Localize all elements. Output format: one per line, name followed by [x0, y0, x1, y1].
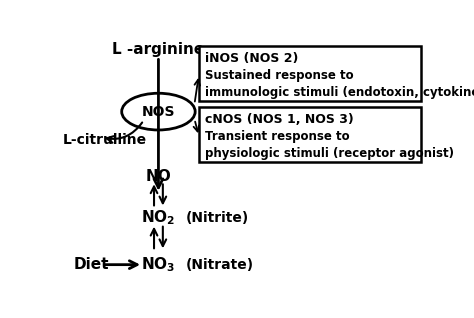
Text: (Nitrite): (Nitrite) [186, 211, 249, 225]
Text: NO: NO [146, 169, 171, 184]
Text: $\mathbf{NO_2}$: $\mathbf{NO_2}$ [141, 209, 176, 227]
Text: Transient response to: Transient response to [205, 130, 350, 143]
Text: iNOS (NOS 2): iNOS (NOS 2) [205, 52, 299, 65]
FancyBboxPatch shape [199, 45, 421, 100]
Text: $\mathbf{NO_3}$: $\mathbf{NO_3}$ [141, 255, 176, 274]
Text: NOS: NOS [142, 105, 175, 119]
Text: Sustained response to: Sustained response to [205, 69, 354, 82]
FancyBboxPatch shape [199, 107, 421, 162]
Text: Diet: Diet [74, 257, 109, 272]
Text: (Nitrate): (Nitrate) [186, 258, 254, 272]
Text: L -arginine: L -arginine [112, 42, 205, 57]
Text: immunologic stimuli (endotoxin, cytokines): immunologic stimuli (endotoxin, cytokine… [205, 86, 474, 99]
Text: physiologic stimuli (receptor agonist): physiologic stimuli (receptor agonist) [205, 147, 455, 160]
Text: cNOS (NOS 1, NOS 3): cNOS (NOS 1, NOS 3) [205, 113, 354, 126]
Text: L-citrulline: L-citrulline [63, 133, 147, 147]
